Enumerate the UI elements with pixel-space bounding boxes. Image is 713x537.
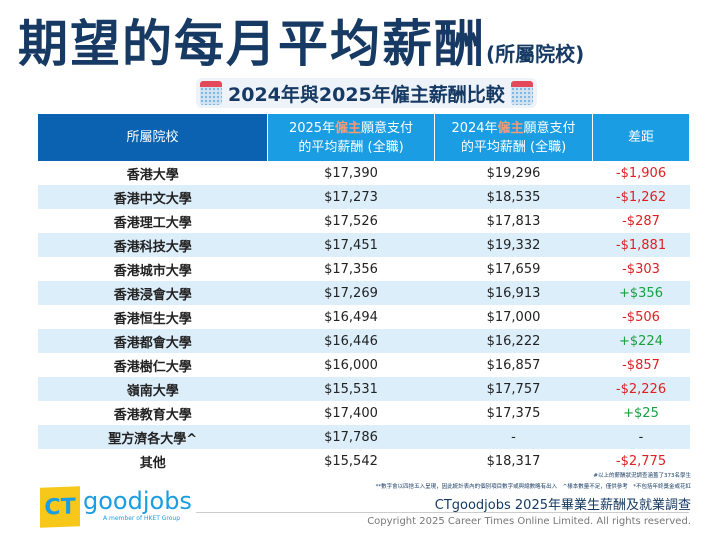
cell-school: 香港樹仁大學	[113, 359, 192, 375]
cell-y2024: $17,375	[486, 405, 541, 421]
footnote: **數字會以四捨五入呈現，因此統計表內的個別項目數字或與總數略有出入 ^樣本數量…	[375, 484, 691, 490]
cell-y2025: $16,000	[324, 357, 378, 373]
header-2025: 2025年僱主願意支付 的平均薪酬 (全職)	[267, 114, 435, 161]
cell-diff: -	[592, 425, 690, 449]
cell-school: 香港城市大學	[113, 263, 192, 279]
logo-member: A member of HKET Group	[103, 515, 181, 522]
cell-y2025: $17,451	[267, 233, 435, 257]
subtitle: 2024年與2025年僱主薪酬比較	[228, 83, 505, 106]
cell-diff: -$2,775	[615, 453, 667, 469]
cell-y2025: $16,494	[324, 309, 378, 325]
cell-school: 聖方濟各大學^	[38, 425, 268, 449]
table-row: 嶺南大學 $15,531 $17,757 -$2,226	[38, 377, 690, 401]
cell-diff: -$857	[622, 357, 660, 373]
cell-y2024: $16,222	[434, 329, 593, 353]
cell-school: 香港大學	[126, 167, 179, 183]
cell-y2025: $15,531	[267, 377, 435, 401]
cell-diff: -$1,262	[592, 185, 690, 209]
table-row: 香港城市大學 $17,356 $17,659 -$303	[38, 257, 690, 281]
table-row: 香港恒生大學 $16,494 $17,000 -$506	[38, 305, 690, 329]
title-text: 期望的每月平均薪酬	[18, 15, 486, 73]
cell-school: 嶺南大學	[38, 377, 268, 401]
cell-y2025: $17,786	[267, 425, 435, 449]
cell-y2024: $17,757	[434, 377, 593, 401]
cell-diff: -$1,906	[615, 165, 667, 181]
cell-y2025: $17,269	[267, 281, 435, 305]
cell-diff: -$287	[622, 213, 660, 229]
title-suffix: (所屬院校)	[486, 42, 585, 66]
table-row: 聖方濟各大學^ $17,786- -	[38, 425, 690, 449]
calendar-icon	[200, 81, 222, 105]
footnote: #以上的薪酬狀況調查涵蓋了373名學生	[593, 473, 691, 479]
logo-ct: CT	[40, 486, 80, 528]
footnotes: #以上的薪酬狀況調查涵蓋了373名學生 **數字會以四捨五入呈現，因此統計表內的…	[376, 471, 691, 493]
cell-diff: +$25	[623, 405, 659, 421]
cell-y2024: $19,332	[434, 233, 593, 257]
cell-y2025: $15,542	[324, 453, 378, 469]
cell-school: 香港科技大學	[38, 233, 268, 257]
cell-diff: -$1,881	[592, 233, 690, 257]
cell-school: 其他	[139, 455, 166, 471]
logo-goodjobs: goodjobs	[83, 487, 192, 515]
calendar-icon	[510, 81, 533, 105]
cell-school: 香港都會大學	[38, 329, 268, 353]
table-row: 香港中文大學 $17,273 $18,535 -$1,262	[38, 185, 690, 209]
header-2024: 2024年僱主願意支付 的平均薪酬 (全職)	[434, 114, 593, 161]
cell-y2025: $17,526	[324, 213, 378, 229]
ctgoodjobs-logo: CT goodjobs A member of HKET Group	[40, 486, 192, 528]
page-title: 期望的每月平均薪酬(所屬院校)	[18, 4, 584, 76]
cell-school: 香港恒生大學	[113, 311, 192, 327]
cell-y2025: $16,446	[267, 329, 435, 353]
cell-y2025: $17,390	[324, 165, 378, 181]
cell-school: 香港理工大學	[113, 215, 192, 231]
cell-y2025: $17,400	[324, 405, 378, 421]
header-diff: 差距	[592, 114, 690, 161]
cell-y2024: -	[434, 425, 593, 449]
survey-source: CTgoodjobs 2025年畢業生薪酬及就業調查	[434, 498, 691, 513]
cell-y2024: $18,317	[486, 453, 541, 469]
copyright: Copyright 2025 Career Times Online Limit…	[367, 516, 691, 527]
cell-y2024: $19,296	[486, 165, 541, 181]
cell-school: 香港浸會大學	[38, 281, 268, 305]
cell-y2024: $17,000	[486, 309, 541, 325]
cell-y2024: $18,535	[434, 185, 593, 209]
cell-diff: -$303	[622, 261, 660, 277]
cell-y2024: $16,913	[434, 281, 593, 305]
cell-diff: -$506	[622, 309, 660, 325]
cell-school: 香港中文大學	[38, 185, 268, 209]
table-row: 其他 $15,542 $18,317 -$2,775	[38, 449, 690, 473]
cell-diff: +$224	[592, 329, 690, 353]
divider	[196, 512, 689, 513]
cell-y2025: $17,273	[267, 185, 435, 209]
cell-y2025: $17,356	[324, 261, 378, 277]
cell-school: 香港教育大學	[113, 407, 192, 423]
cell-diff: +$356	[592, 281, 690, 305]
table-row: 香港樹仁大學 $16,000 $16,857 -$857	[38, 353, 690, 377]
cell-y2024: $16,857	[486, 357, 541, 373]
table-row: 香港大學 $17,390 $19,296 -$1,906	[38, 161, 690, 185]
table-row: 香港科技大學 $17,451 $19,332 -$1,881	[38, 233, 690, 257]
subtitle-banner: 2024年與2025年僱主薪酬比較	[196, 78, 537, 108]
cell-y2024: $17,659	[486, 261, 541, 277]
header-school: 所屬院校	[38, 114, 268, 161]
salary-table: 所屬院校 2025年僱主願意支付 的平均薪酬 (全職) 2024年僱主願意支付 的平…	[38, 114, 690, 473]
cell-y2024: $17,813	[486, 213, 541, 229]
cell-diff: -$2,226	[592, 377, 690, 401]
table-row: 香港教育大學 $17,400 $17,375 +$25	[38, 401, 690, 425]
table-row: 香港都會大學 $16,446 $16,222 +$224	[38, 329, 690, 353]
table-row: 香港理工大學 $17,526 $17,813 -$287	[38, 209, 690, 233]
table-row: 香港浸會大學 $17,269 $16,913 +$356	[38, 281, 690, 305]
